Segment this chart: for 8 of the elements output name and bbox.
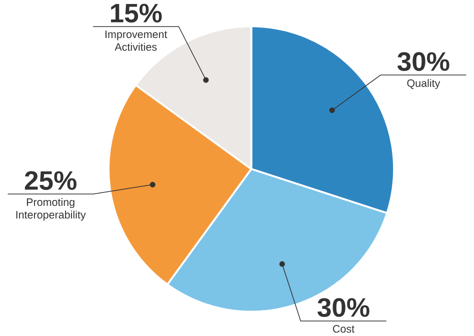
data-label: 25% bbox=[24, 170, 76, 190]
slice-label: Quality bbox=[407, 78, 440, 89]
slice-label: Improvement Activities bbox=[106, 30, 168, 51]
data-label: 15% bbox=[110, 4, 162, 22]
slice-label: Promoting Interoperability bbox=[16, 198, 86, 220]
data-label: 30% bbox=[397, 52, 450, 71]
data-label: 30% bbox=[318, 298, 370, 317]
slice-label: Cost bbox=[333, 324, 354, 332]
